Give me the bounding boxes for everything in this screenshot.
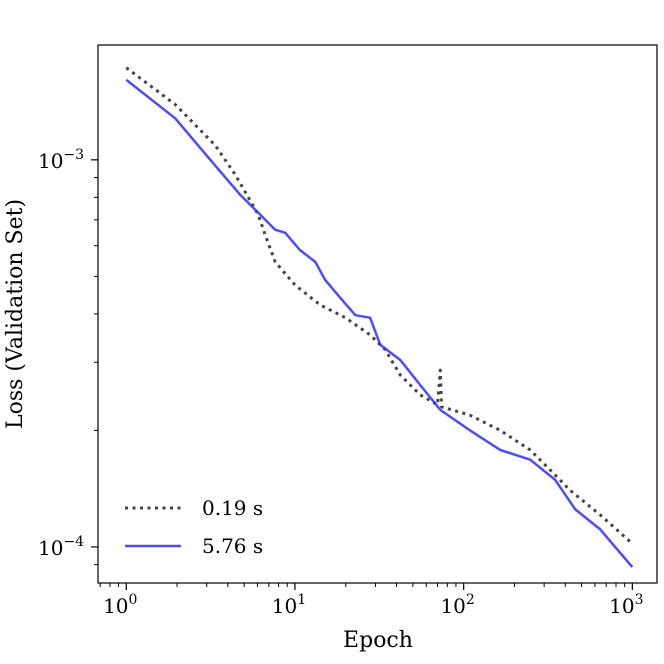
series-line-0 <box>125 66 634 545</box>
x-axis-label: Epoch <box>343 628 413 653</box>
x-tick-label: 100 <box>103 592 137 618</box>
y-axis-label: Loss (Validation Set) <box>3 199 28 429</box>
axis-ticks: 100 101 102 103 10−3 10−4 <box>38 147 644 618</box>
y-tick-label: 10−3 <box>38 147 84 173</box>
x-tick-label: 102 <box>440 592 474 618</box>
x-tick-label: 101 <box>272 592 306 618</box>
legend-label-1: 5.76 s <box>202 534 263 558</box>
series-lines <box>125 66 634 568</box>
y-tick-label: 10−4 <box>38 534 84 560</box>
legend-label-0: 0.19 s <box>202 496 263 520</box>
x-tick-label: 103 <box>609 592 643 618</box>
series-line-1 <box>125 78 634 568</box>
legend: 0.19 s 5.76 s <box>125 496 263 558</box>
